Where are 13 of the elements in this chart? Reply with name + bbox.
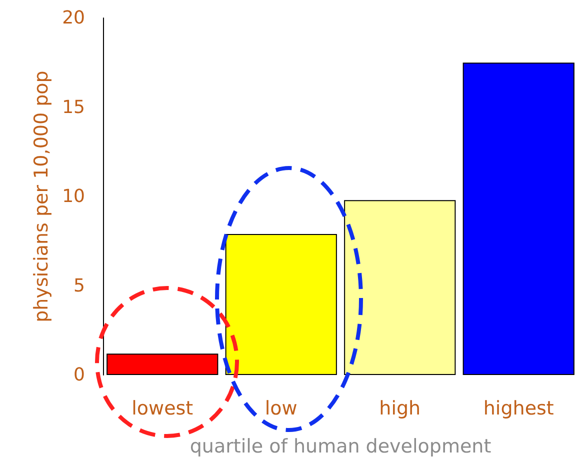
x-axis-title: quartile of human development [190, 436, 492, 458]
x-tick-label: highest [483, 398, 554, 420]
y-tick-label: 20 [62, 8, 85, 28]
bar [106, 354, 218, 375]
y-axis-title: physicians per 10,000 pop [30, 70, 53, 322]
x-tick-label: high [379, 398, 421, 420]
y-tick-label: 10 [62, 186, 85, 207]
bar [462, 62, 574, 375]
y-tick-label: 5 [74, 275, 85, 296]
y-tick-label: 15 [62, 96, 85, 118]
x-tick-label: low [264, 398, 298, 420]
y-tick-label: 0 [74, 364, 85, 386]
x-tick-label: lowest [132, 398, 194, 420]
